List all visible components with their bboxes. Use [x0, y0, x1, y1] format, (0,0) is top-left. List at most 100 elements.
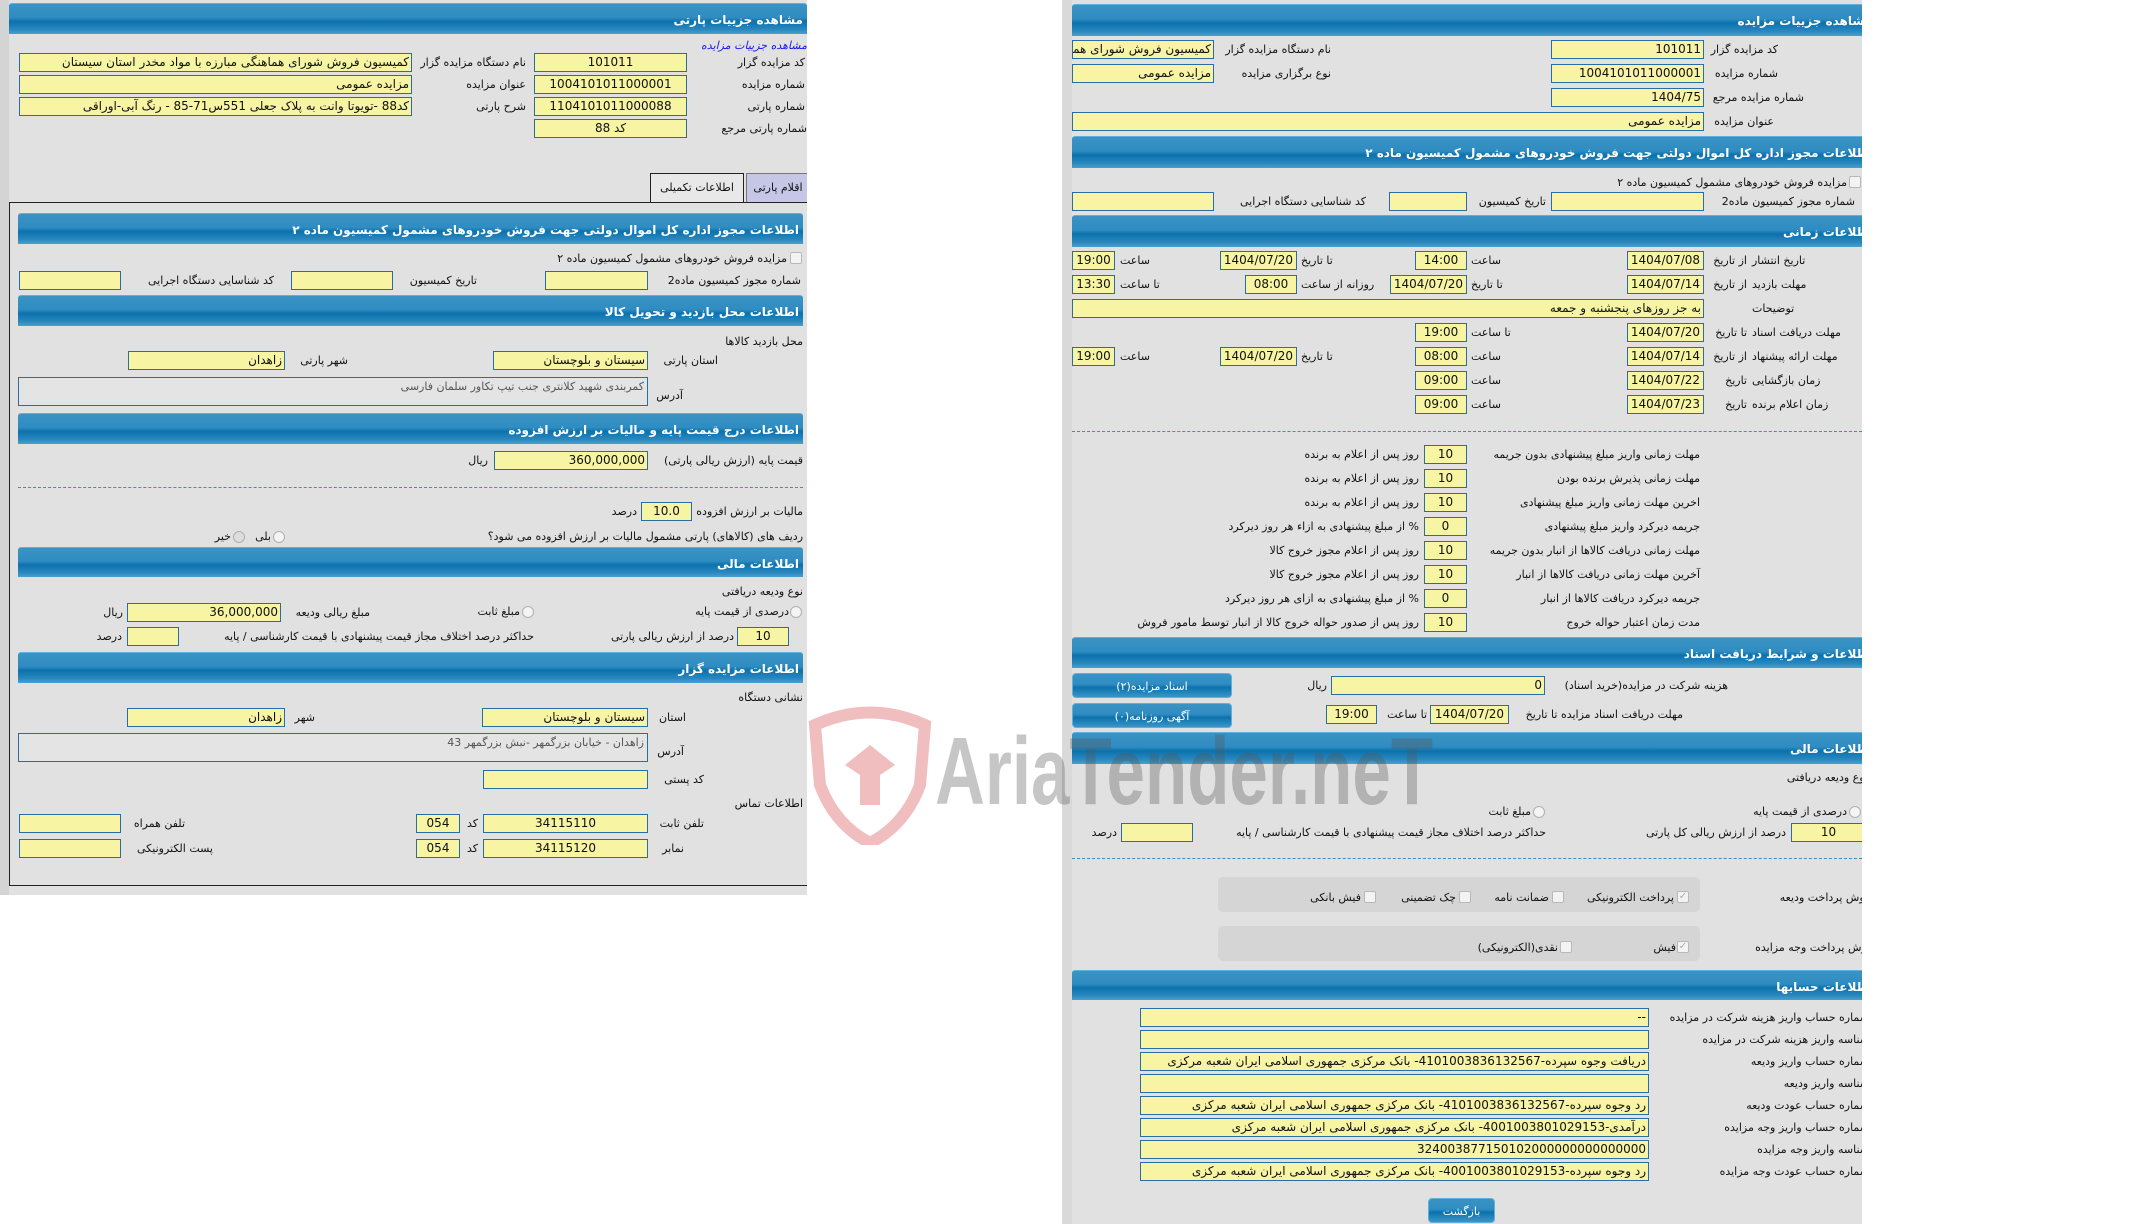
fax-label: نمابر: [662, 842, 684, 855]
tab-supplementary-info[interactable]: اطلاعات تکمیلی: [650, 173, 744, 203]
lot-city-field: زاهدان: [128, 351, 285, 370]
permit-section-header: اطلاعات مجوز اداره کل اموال دولتی جهت فر…: [1072, 136, 1862, 168]
account-label: شماره حساب عودت ودیعه: [1746, 1099, 1862, 1112]
offer-from-time-field: 08:00: [1415, 347, 1467, 366]
timing-section-header: اطلاعات زمانی: [1072, 215, 1862, 247]
auction-details-panel: مشاهده جزییات مزایده کد مزایده گزار 1010…: [1062, 0, 1862, 1224]
visit-from-field: 1404/07/14: [1627, 275, 1704, 294]
phone-field: 34115110: [483, 814, 648, 833]
deadline-suffix: روز پس از اعلام مجوز خروج کالا: [1269, 544, 1420, 557]
time-label: ساعت: [1471, 254, 1501, 267]
auctioneer-code-label: کد مزایده گزار: [737, 56, 805, 69]
max-diff-field: [127, 627, 179, 646]
auction-title-label: عنوان مزایده: [1714, 115, 1774, 128]
auctioneer-code-field: 101011: [534, 53, 687, 72]
vat-no-radio[interactable]: [233, 531, 245, 543]
back-button[interactable]: بازگشت: [1428, 1198, 1495, 1223]
deadline-label: آخرین مهلت زمانی دریافت کالاها از انبار: [1516, 568, 1700, 581]
finance-section-header: اطلاعات مالی: [1072, 732, 1862, 764]
publish-to-time-field: 19:00: [1072, 251, 1115, 270]
org-province-field: سیستان و بلوچستان: [482, 708, 648, 727]
payment-method-checkbox[interactable]: [1560, 941, 1572, 953]
auctioneer-name-field: کمیسیون فروش شورای هماهنگی مبارزه با موا…: [19, 53, 412, 72]
to-time-label: تا ساعت: [1120, 278, 1160, 291]
lot-ref-field: کد 88: [534, 119, 687, 138]
commission-checkbox-label: مزایده فروش خودروهای مشمول کمیسیون ماده …: [557, 252, 787, 265]
notes-label: توضیحات: [1752, 302, 1795, 315]
account-label: شناسه واریز ودیعه: [1783, 1077, 1862, 1090]
base-price-label: قیمت پایه (ارزش ریالی پارتی): [664, 454, 803, 467]
deposit-percent-radio[interactable]: [1849, 806, 1861, 818]
deadline-suffix: روز پس از اعلام به برنده: [1304, 448, 1419, 461]
phone-code-label: کد: [466, 817, 478, 830]
lot-province-label: استان پارتی: [663, 354, 718, 367]
winner-label: زمان اعلام برنده: [1752, 398, 1829, 411]
auctioneer-name-field: کمیسیون فروش شورای هماهنگی مبارزه با موا…: [1072, 40, 1214, 59]
base-price-unit: ریال: [468, 454, 488, 467]
account-value-field: [1140, 1074, 1649, 1093]
visit-daily-to-field: 13:30: [1072, 275, 1115, 294]
contact-section-label: اطلاعات تماس: [734, 797, 803, 810]
lot-province-field: سیستان و بلوچستان: [493, 351, 648, 370]
time-label: ساعت: [1471, 374, 1501, 387]
docs-deadline-label: مهلت دریافت اسناد: [1752, 326, 1841, 339]
org-address-label: آدرس: [657, 745, 684, 758]
vat-yes-radio[interactable]: [273, 531, 285, 543]
deposit-fixed-radio[interactable]: [522, 606, 534, 618]
time-label: ساعت: [1120, 350, 1150, 363]
winner-time-field: 09:00: [1415, 395, 1467, 414]
account-label: شماره حساب عودت وجه مزایده: [1719, 1165, 1862, 1178]
opening-date-field: 1404/07/22: [1627, 371, 1704, 390]
auction-no-label: شماره مزایده: [741, 78, 805, 91]
account-value-field: دریافت وجوه سپرده-4101003836132567- بانک…: [1140, 1052, 1649, 1071]
commission-checkbox[interactable]: [790, 252, 802, 264]
offer-to-time-field: 19:00: [1072, 347, 1115, 366]
account-value-field: رد وجوه سپرده-4001003801029153- بانک مرک…: [1140, 1162, 1649, 1181]
lot-no-label: شماره پارتی: [747, 100, 805, 113]
commission-checkbox-label: مزایده فروش خودروهای مشمول کمیسیون ماده …: [1617, 176, 1847, 189]
payment-method-checkbox[interactable]: ✓: [1677, 941, 1689, 953]
auction-type-label: نوع برگزاری مزایده: [1241, 67, 1331, 80]
deposit-method-checkbox[interactable]: [1459, 891, 1471, 903]
max-diff-label: حداکثر درصد اختلاف مجاز قیمت پیشنهادی با…: [1236, 826, 1546, 839]
finance-section-header: اطلاعات مالی: [18, 547, 803, 577]
deposit-percent-radio[interactable]: [790, 606, 802, 618]
deposit-method-checkbox[interactable]: ✓: [1677, 891, 1689, 903]
commission-checkbox[interactable]: [1849, 176, 1861, 188]
offer-to-field: 1404/07/20: [1220, 347, 1297, 366]
visit-label: مهلت بازدید: [1752, 278, 1807, 291]
commission-date-label: تاریخ کمیسیون: [1478, 195, 1546, 208]
deposit-method-label: روش پرداخت ودیعه: [1779, 891, 1862, 904]
deadline-label: مدت زمان اعتبار حواله خروج: [1566, 616, 1700, 629]
account-value-field: درآمدی-4001003801029153- بانک مرکزی جمهو…: [1140, 1118, 1649, 1137]
auction-no-field: 1004101011000001: [534, 75, 687, 94]
deposit-percent-field: 10: [737, 627, 789, 646]
deposit-amount-label: مبلغ ریالی ودیعه: [295, 606, 370, 619]
deadline-label: مهلت زمانی دریافت کالاها از انبار بدون ج…: [1489, 544, 1700, 557]
time-label: ساعت: [1120, 254, 1150, 267]
newspaper-ads-button[interactable]: آگهی روزنامه(۰): [1072, 703, 1232, 728]
account-value-field: 324003877150102000000000000000: [1140, 1140, 1649, 1159]
auction-title-field: مزایده عمومی: [19, 75, 412, 94]
from-date-label: از تاریخ: [1713, 350, 1747, 363]
auctioneer-name-label: نام دستگاه مزایده گزار: [420, 56, 526, 69]
auction-details-link[interactable]: مشاهده جزییات مزایده: [701, 39, 807, 52]
docs-deadline-time-field: 19:00: [1326, 705, 1377, 724]
deadline-label: جریمه دیرکرد دریافت کالاها از انبار: [1540, 592, 1700, 605]
exec-id-label: کد شناسایی دستگاه اجرایی: [1239, 195, 1366, 208]
deadline-suffix: روز پس از اعلام به برنده: [1304, 472, 1419, 485]
divider: [1072, 431, 1862, 432]
visit-place-label: محل بازدید کالاها: [725, 335, 803, 348]
publish-from-field: 1404/07/08: [1627, 251, 1704, 270]
publish-label: تاریخ انتشار: [1752, 254, 1806, 267]
deposit-method-checkbox[interactable]: [1552, 891, 1564, 903]
tab-lot-items[interactable]: اقلام پارتی: [746, 173, 807, 202]
visit-address-field: کمربندی شهید کلانتری جنب تیپ تکاور سلمان…: [18, 377, 648, 406]
deadline-value-field: 0: [1424, 517, 1467, 536]
deposit-fixed-radio[interactable]: [1533, 806, 1545, 818]
notes-field: به جز روزهای پنجشنبه و جمعه: [1072, 299, 1704, 318]
auction-docs-button[interactable]: اسناد مزایده(۲): [1072, 673, 1232, 698]
deposit-method-checkbox[interactable]: [1364, 891, 1376, 903]
org-address-field: زاهدان - خیابان بزرگمهر -نبش بزرگمهر 43: [18, 733, 648, 762]
exec-id-field: [1072, 192, 1214, 211]
